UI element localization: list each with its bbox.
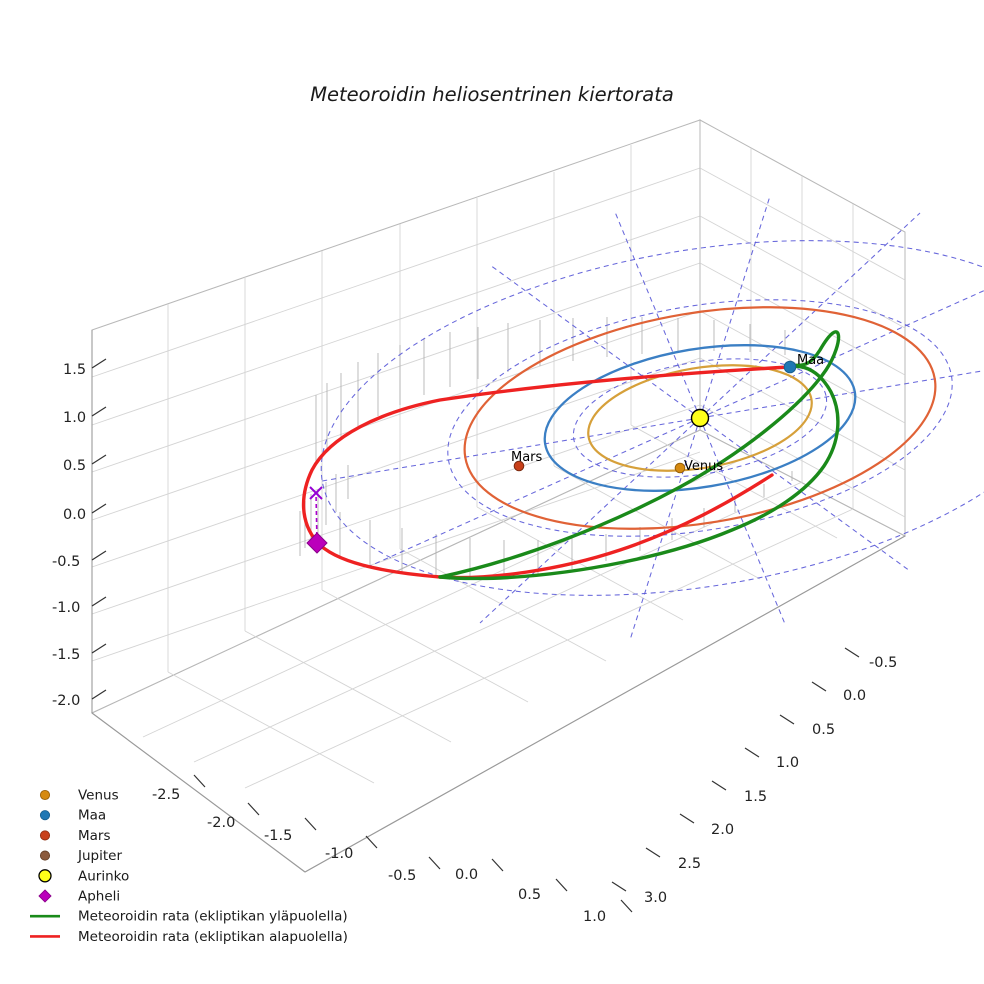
- aurinko-marker: [690, 408, 710, 428]
- tick-label: 0.5: [518, 887, 541, 903]
- y-axis-ticks: -0.5 0.0 0.5 1.0 1.5 2.0 2.5 3.0: [611, 647, 897, 906]
- tick-mark: [428, 856, 441, 870]
- x-axis-line: [91, 712, 306, 873]
- tick-mark: [711, 780, 727, 791]
- legend-item-label: Mars: [78, 828, 111, 844]
- tick-mark: [620, 899, 633, 913]
- legend-item-label: Meteoroidin rata (ekliptikan alapuolella…: [78, 929, 348, 945]
- z-axis-ticks: 1.5 1.0 0.5 0.0 -0.5 -1.0 -1.5 -2.0: [52, 358, 107, 709]
- tick-label: -2.0: [52, 693, 80, 709]
- tick-label: -1.5: [264, 828, 292, 844]
- tick-label: 0.0: [843, 688, 866, 704]
- maa-marker: [783, 360, 797, 374]
- legend-item-label: Maa: [78, 808, 106, 824]
- axes-pane-floor: [91, 424, 907, 873]
- venus-label: Venus: [684, 459, 723, 474]
- tick-label: 1.0: [776, 755, 799, 771]
- venus-orbit: [587, 364, 813, 472]
- tick-label: 3.0: [644, 890, 667, 906]
- legend-circle-marker: [39, 850, 51, 861]
- meteoroid-orbit-above: [438, 330, 841, 581]
- x-axis-ticks: -2.5 -2.0 -1.5 -1.0 -0.5 0.0 0.5 1.0: [152, 774, 633, 925]
- tick-label: -1.5: [52, 647, 80, 663]
- tick-mark: [811, 681, 827, 692]
- tick-mark: [844, 647, 860, 658]
- apheli-marker: [306, 532, 328, 554]
- legend-item-label: Apheli: [78, 889, 120, 905]
- legend-diamond-marker: [38, 889, 52, 903]
- tick-label: 2.0: [711, 822, 734, 838]
- axes-pane-back-left: [91, 119, 701, 714]
- tick-label: 1.5: [744, 789, 767, 805]
- celestial-markers: [306, 360, 797, 554]
- tick-mark: [491, 858, 504, 872]
- orbit-drop-stems: [299, 317, 793, 578]
- tick-mark: [779, 714, 795, 725]
- polar-grid: [320, 195, 984, 641]
- tick-label: -0.5: [52, 554, 80, 570]
- tick-mark: [611, 881, 627, 892]
- tick-mark: [555, 878, 568, 892]
- tick-mark: [645, 847, 661, 858]
- tick-mark: [91, 689, 107, 700]
- tick-label: 0.5: [63, 458, 86, 474]
- maa-orbit: [543, 344, 857, 492]
- legend-item-label: Jupiter: [77, 848, 122, 864]
- legend-item-label: Meteoroidin rata (ekliptikan yläpuolella…: [78, 909, 348, 925]
- tick-label: 1.0: [63, 410, 86, 426]
- tick-label: -1.0: [325, 846, 353, 862]
- legend-item-label: Aurinko: [78, 868, 129, 884]
- tick-mark: [247, 802, 260, 816]
- tick-label: -0.5: [388, 868, 416, 884]
- tick-mark: [744, 747, 760, 758]
- tick-label: 1.5: [63, 362, 86, 378]
- mars-label: Mars: [511, 450, 543, 465]
- tick-mark: [91, 643, 107, 654]
- legend-item-label: Venus: [78, 788, 119, 804]
- tick-mark: [193, 774, 206, 788]
- tick-mark: [679, 813, 695, 824]
- legend-circle-marker: [39, 810, 51, 821]
- tick-label: 0.0: [63, 507, 86, 523]
- axes-pane-back-right: [699, 119, 906, 537]
- page-title: Meteoroidin heliosentrinen kiertorata: [310, 83, 674, 106]
- y-axis-line: [304, 535, 906, 873]
- tick-mark: [304, 817, 317, 831]
- tick-label: 0.5: [812, 722, 835, 738]
- maa-label: Maa: [797, 353, 824, 368]
- tick-label: 0.0: [455, 867, 478, 883]
- tick-mark: [91, 550, 107, 561]
- tick-mark: [91, 358, 107, 369]
- legend: Venus Maa Mars Jupiter Aurinko Apheli Meteoroi…: [30, 788, 348, 945]
- legend-circle-marker: [39, 789, 51, 801]
- celestial-labels: Maa Mars Venus: [511, 353, 824, 474]
- mars-marker: [513, 460, 525, 472]
- tick-mark: [365, 835, 378, 849]
- apheli-projection-x-icon: [309, 486, 323, 500]
- tick-mark: [91, 596, 107, 607]
- tick-label: 2.5: [678, 856, 701, 872]
- mars-orbit: [463, 306, 937, 530]
- tick-label: -0.5: [869, 655, 897, 671]
- axis-lines: [91, 330, 906, 873]
- tick-mark: [91, 503, 107, 514]
- legend-circle-marker: [39, 830, 51, 841]
- tick-label: -1.0: [52, 600, 80, 616]
- tick-label: -2.0: [207, 815, 235, 831]
- tick-label: -2.5: [152, 787, 180, 803]
- tick-mark: [91, 454, 107, 465]
- venus-marker: [674, 462, 686, 474]
- legend-circle-marker: [38, 869, 52, 883]
- tick-mark: [91, 406, 107, 417]
- tick-label: 1.0: [583, 909, 606, 925]
